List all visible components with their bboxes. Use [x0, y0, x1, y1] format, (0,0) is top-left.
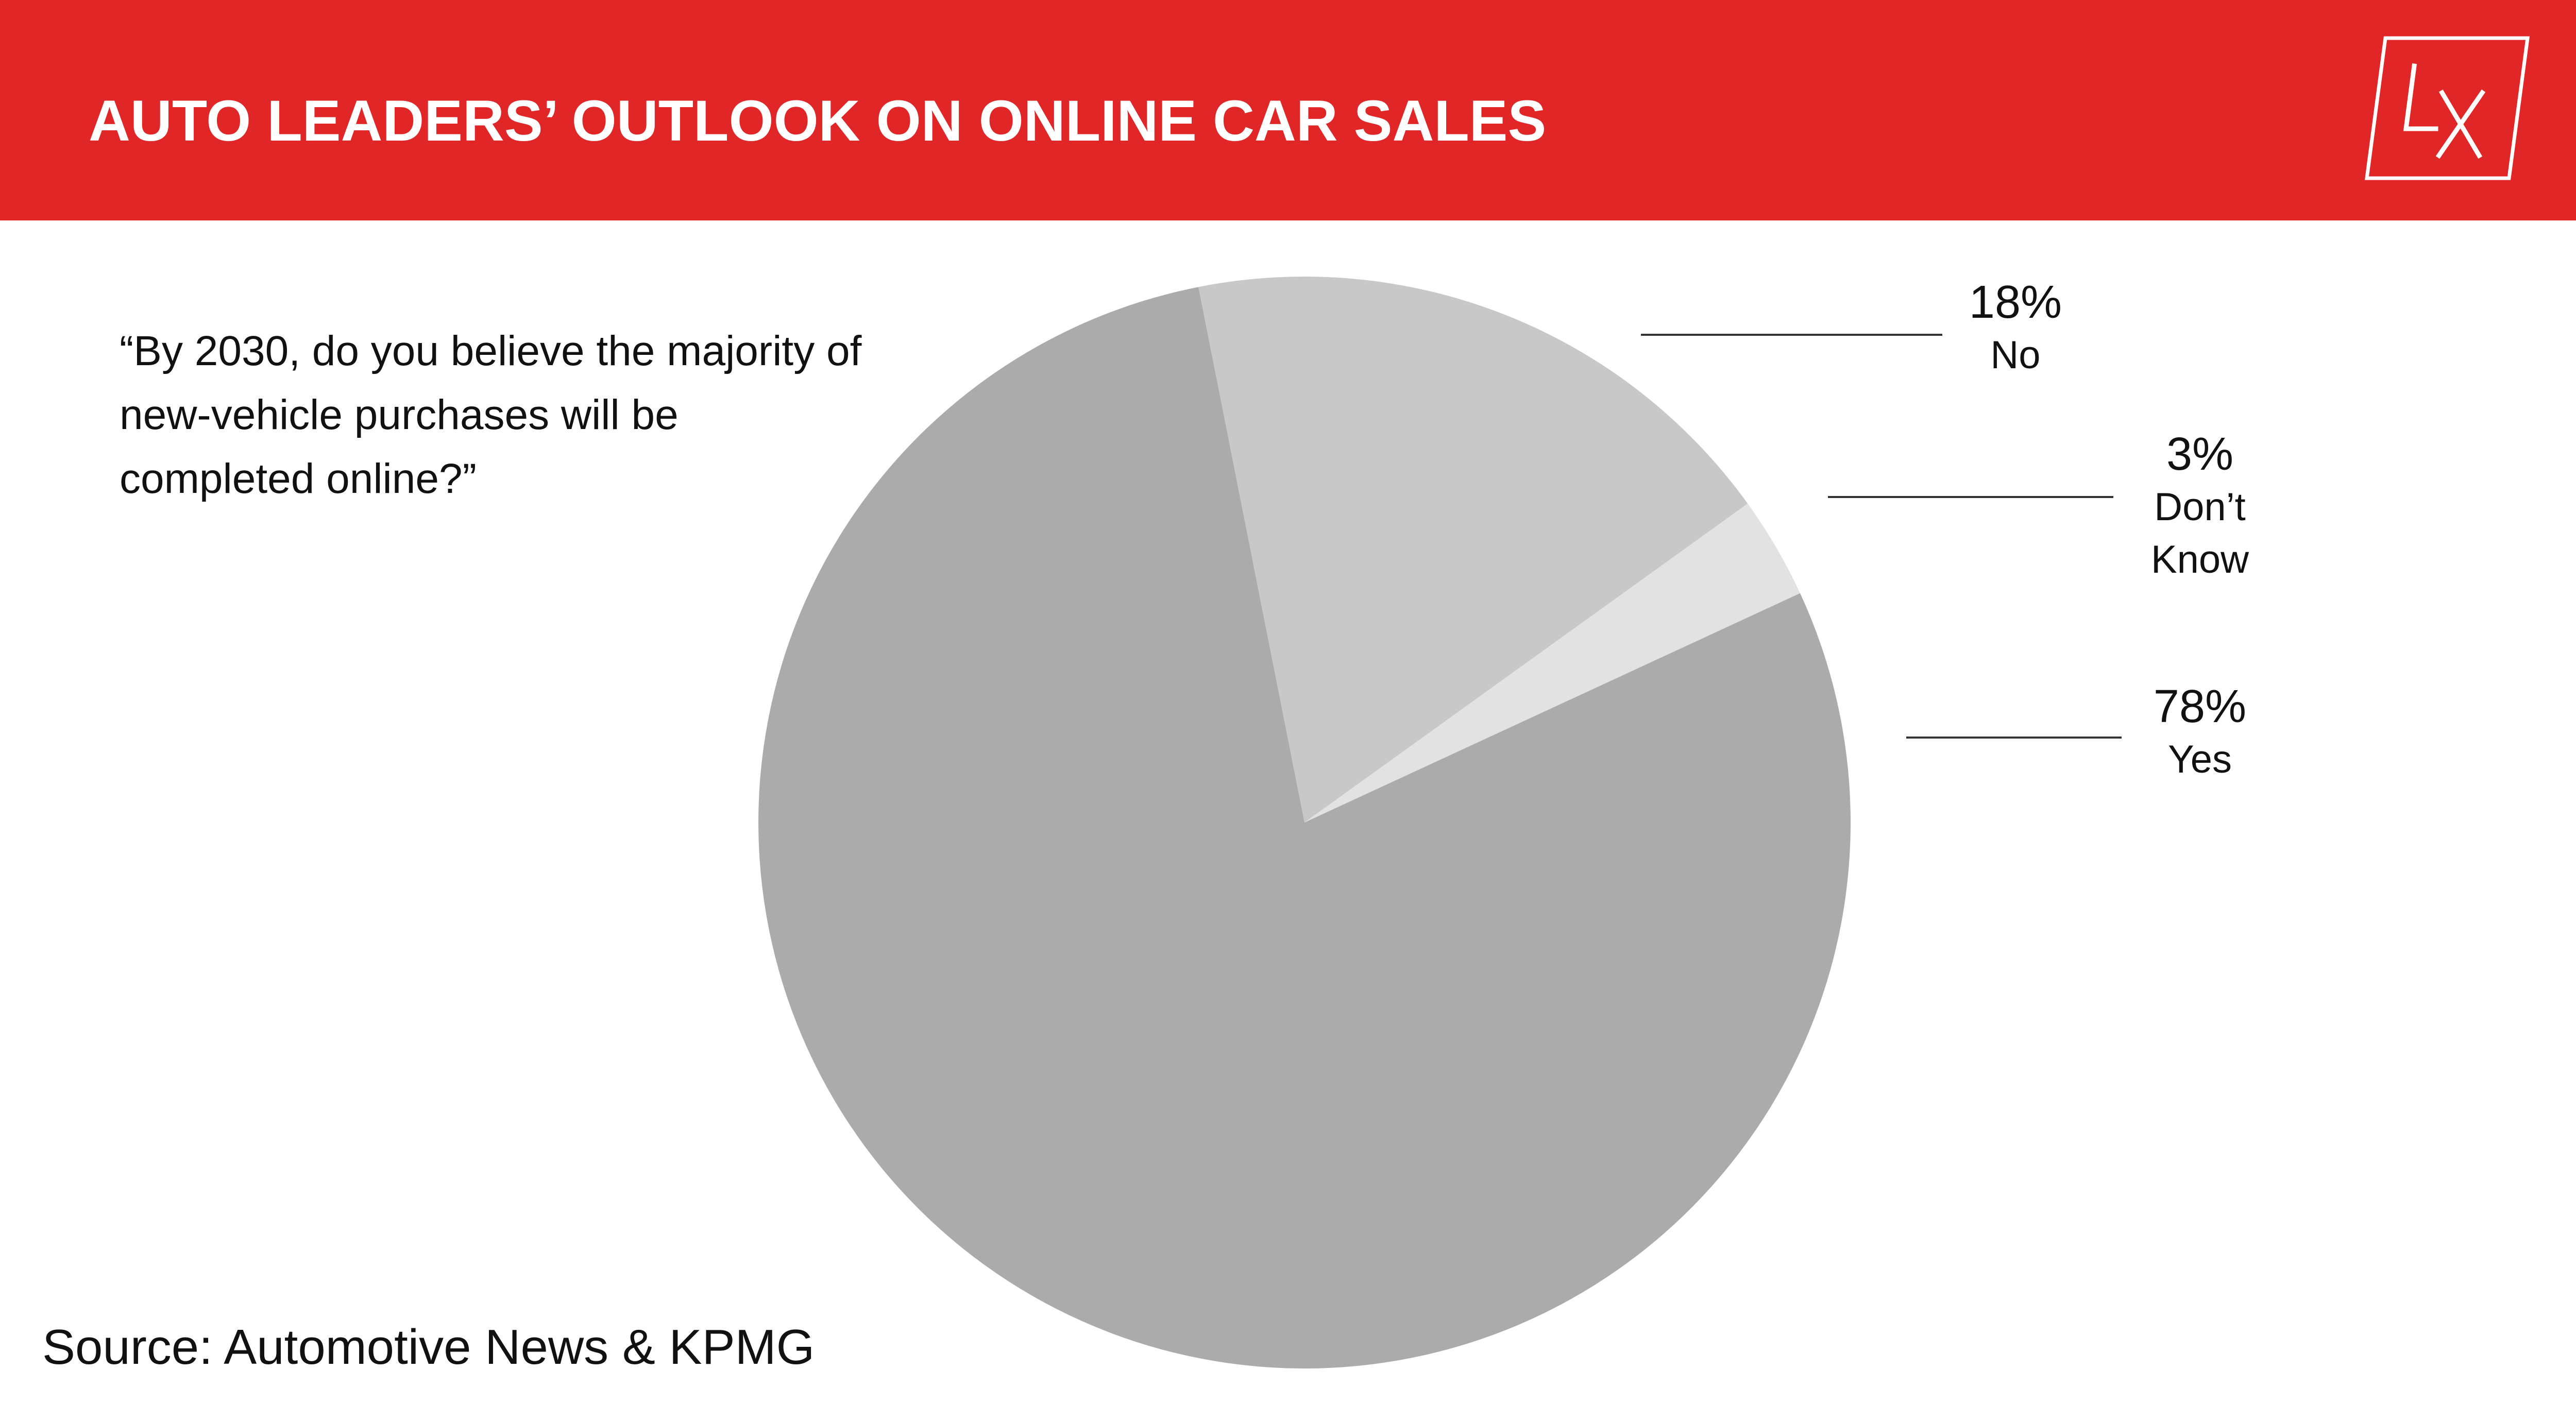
- lx-logo: [2365, 36, 2530, 180]
- chart-title: AUTO LEADERS’ OUTLOOK ON ONLINE CAR SALE…: [89, 89, 1547, 153]
- slice-name-dont-know: Don’t Know: [2150, 485, 2249, 581]
- slice-label-no: 18% No: [1969, 276, 2062, 382]
- pie-slice-yes: [758, 287, 1851, 1369]
- source-note: Source: Automotive News & KPMG: [42, 1320, 815, 1375]
- slice-value-no: 18%: [1969, 277, 2062, 328]
- slice-value-dont-know: 3%: [2166, 429, 2234, 480]
- pie-slice-no: [1198, 277, 1748, 823]
- survey-question: “By 2030, do you believe the majority of…: [120, 328, 862, 502]
- header-banner: AUTO LEADERS’ OUTLOOK ON ONLINE CAR SALE…: [0, 0, 2576, 220]
- slice-label-dont-know: 3% Don’t Know: [2151, 427, 2249, 586]
- slice-label-yes: 78% Yes: [2154, 680, 2246, 786]
- slice-name-no: No: [1990, 333, 2041, 377]
- slice-name-yes: Yes: [2168, 738, 2232, 781]
- slice-value-yes: 78%: [2153, 681, 2247, 732]
- pie-slice-dont-know: [1304, 503, 1800, 823]
